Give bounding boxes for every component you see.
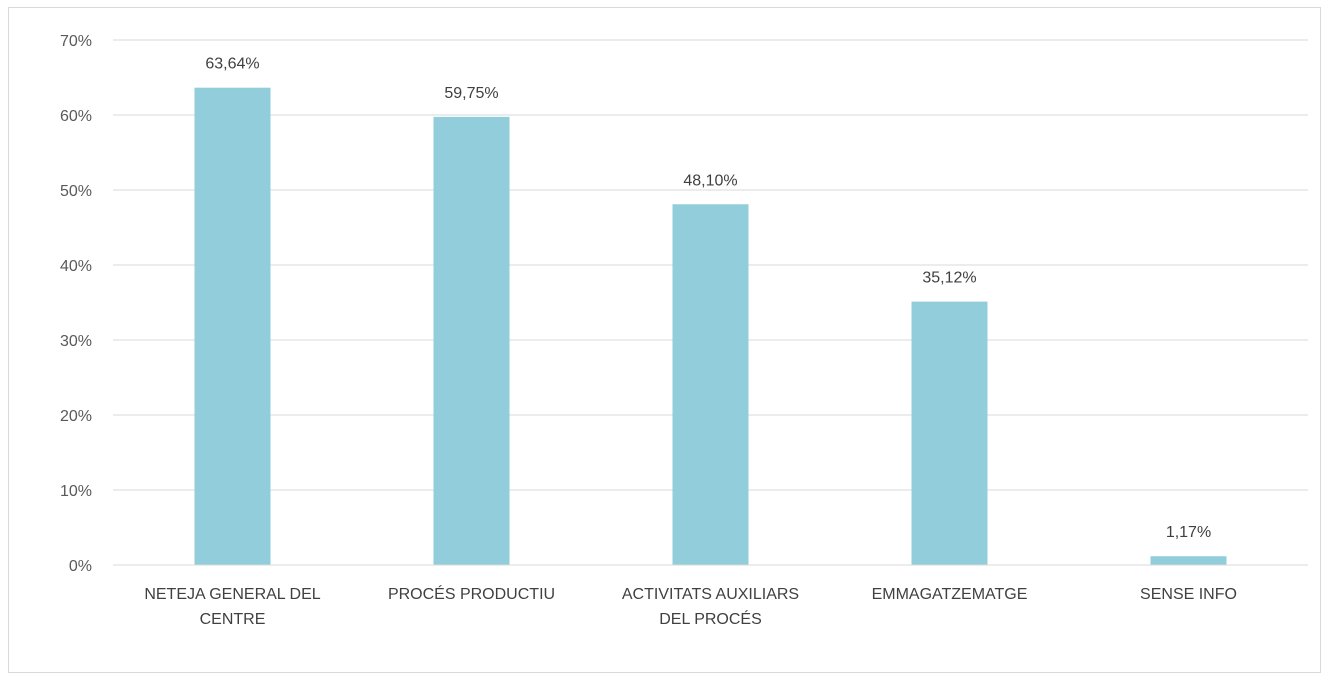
- y-tick-label: 10%: [60, 483, 92, 500]
- y-tick-label: 0%: [69, 558, 92, 575]
- x-category-label: EMMAGATZEMATGE: [872, 586, 1028, 603]
- x-category-label: PROCÉS PRODUCTIU: [388, 584, 555, 603]
- y-axis-ticks: 0% 10% 20% 30% 40% 50% 60% 70%: [60, 33, 92, 575]
- y-tick-label: 50%: [60, 183, 92, 200]
- x-category-label: ACTIVITATS AUXILIARS DEL PROCÉS: [622, 586, 799, 628]
- data-labels: 63,64% 59,75% 48,10% 35,12% 1,17%: [205, 56, 1211, 542]
- x-category-label-line: EMMAGATZEMATGE: [872, 586, 1028, 603]
- data-label: 48,10%: [683, 172, 737, 189]
- x-category-label-line: PROCÉS PRODUCTIU: [388, 584, 555, 603]
- data-label: 1,17%: [1166, 524, 1211, 541]
- data-label: 63,64%: [205, 56, 259, 73]
- category-labels: NETEJA GENERAL DEL CENTRE PROCÉS PRODUCTIU…: [144, 584, 1237, 628]
- gridlines: [113, 39, 1308, 491]
- bar: [194, 87, 271, 565]
- data-label: 35,12%: [922, 270, 976, 287]
- bars: [194, 87, 1227, 565]
- x-category-label-line: CENTRE: [200, 611, 266, 628]
- y-tick-label: 60%: [60, 108, 92, 125]
- x-category-label-line: SENSE INFO: [1140, 586, 1237, 603]
- y-tick-label: 70%: [60, 33, 92, 50]
- x-category-label: NETEJA GENERAL DEL CENTRE: [144, 586, 320, 628]
- y-tick-label: 20%: [60, 408, 92, 425]
- data-label: 59,75%: [444, 85, 498, 102]
- x-category-label-line: DEL PROCÉS: [659, 609, 762, 628]
- bar: [1150, 556, 1227, 565]
- y-tick-label: 30%: [60, 333, 92, 350]
- bar: [672, 204, 749, 565]
- y-tick-label: 40%: [60, 258, 92, 275]
- bar: [911, 301, 988, 565]
- x-category-label-line: NETEJA GENERAL DEL: [144, 586, 320, 603]
- bar: [433, 116, 510, 565]
- x-category-label: SENSE INFO: [1140, 586, 1237, 603]
- x-category-label-line: ACTIVITATS AUXILIARS: [622, 586, 799, 603]
